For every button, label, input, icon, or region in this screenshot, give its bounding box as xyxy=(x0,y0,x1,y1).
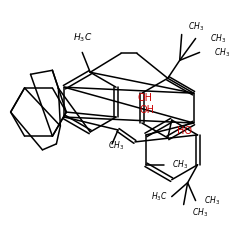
Text: $CH_3$: $CH_3$ xyxy=(210,32,226,45)
Text: OH: OH xyxy=(138,93,153,103)
Text: $CH_3$: $CH_3$ xyxy=(214,46,230,59)
Text: $CH_3$: $CH_3$ xyxy=(204,194,220,207)
Text: $CH_3$: $CH_3$ xyxy=(188,20,204,33)
Text: $H_3C$: $H_3C$ xyxy=(72,32,92,44)
Text: $CH_3$: $CH_3$ xyxy=(172,158,188,171)
Text: $CH_3$: $CH_3$ xyxy=(192,206,208,219)
Text: HO: HO xyxy=(176,126,192,136)
Text: $H_3C$: $H_3C$ xyxy=(151,190,168,203)
Text: $CH_3$: $CH_3$ xyxy=(108,140,124,152)
Text: OH: OH xyxy=(140,105,155,115)
